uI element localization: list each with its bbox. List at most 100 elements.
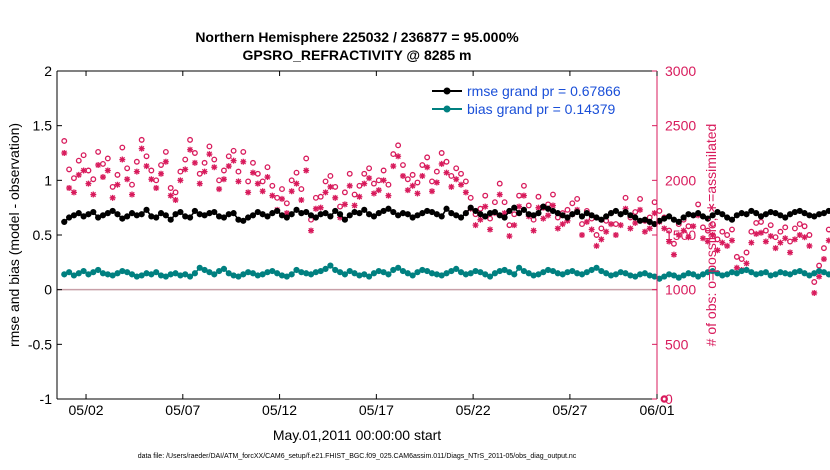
obs-assimilated-marker xyxy=(520,192,527,199)
bias-point xyxy=(569,267,576,275)
rmse-point xyxy=(777,212,784,219)
rmse-point xyxy=(578,213,586,220)
bias-point xyxy=(685,270,692,277)
obs-possible-marker xyxy=(298,186,305,193)
bias-point xyxy=(457,269,465,276)
y-right-tick-label: 3000 xyxy=(665,63,696,79)
bias-point xyxy=(249,270,257,277)
rmse-point xyxy=(414,212,421,219)
bias-point xyxy=(264,269,271,276)
obs-possible-marker xyxy=(467,194,474,201)
obs-assimilated-marker xyxy=(777,239,784,246)
bias-point xyxy=(167,271,174,278)
obs-assimilated-marker xyxy=(133,168,140,175)
rmse-point xyxy=(622,208,629,216)
obs-possible-marker xyxy=(491,199,498,206)
obs-assimilated-marker xyxy=(201,168,208,175)
obs-possible-marker xyxy=(124,165,131,172)
obs-possible-marker xyxy=(138,136,145,143)
y-left-tick-label: 1 xyxy=(44,172,52,188)
rmse-point xyxy=(757,213,765,220)
obs-possible-marker xyxy=(191,150,198,156)
rmse-point xyxy=(704,215,711,222)
bias-point xyxy=(254,272,261,279)
obs-assimilated-marker xyxy=(90,191,97,198)
obs-possible-marker xyxy=(622,194,629,201)
x-tick-label: 05/07 xyxy=(165,402,200,418)
y-left-tick-label: 0 xyxy=(44,282,52,298)
obs-assimilated-marker xyxy=(225,163,232,170)
rmse-point xyxy=(61,218,68,225)
obs-assimilated-marker xyxy=(675,232,682,238)
obs-assimilated-marker xyxy=(124,176,131,183)
bias-point xyxy=(61,271,68,278)
obs-assimilated-marker xyxy=(99,174,106,181)
bias-point xyxy=(70,272,78,279)
rmse-point xyxy=(124,213,131,220)
obs-possible-marker xyxy=(579,221,585,228)
rmse-point xyxy=(661,215,668,222)
obs-assimilated-marker xyxy=(670,251,677,258)
rmse-point xyxy=(666,213,673,220)
rmse-point xyxy=(375,210,382,217)
obs-possible-marker xyxy=(390,151,397,158)
rmse-point xyxy=(511,204,518,211)
rmse-point xyxy=(709,212,716,219)
bias-point xyxy=(375,267,382,275)
y-axis-right-label: # of obs: o=possible; ∗=assimilated xyxy=(703,124,719,347)
obs-possible-marker xyxy=(220,167,227,174)
obs-assimilated-marker xyxy=(109,194,116,201)
y-left-tick-label: 0.5 xyxy=(33,227,53,243)
obs-assimilated-marker xyxy=(758,229,765,236)
obs-assimilated-marker xyxy=(138,145,145,152)
obs-possible-marker xyxy=(550,191,556,198)
obs-assimilated-marker xyxy=(762,238,769,245)
obs-assimilated-marker xyxy=(651,210,658,217)
bias-point xyxy=(317,267,324,275)
y-left-tick-label: -1 xyxy=(40,391,53,407)
rmse-point xyxy=(612,207,619,215)
rmse-point xyxy=(530,212,537,219)
x-axis-label: May.01,2011 00:00:00 start xyxy=(273,427,441,443)
obs-assimilated-marker xyxy=(129,191,135,198)
obs-assimilated-marker xyxy=(433,179,440,186)
obs-possible-marker xyxy=(772,234,779,241)
obs-assimilated-marker xyxy=(448,183,455,190)
y-left-tick-label: 2 xyxy=(44,63,52,79)
obs-assimilated-marker xyxy=(443,169,450,176)
rmse-point xyxy=(259,211,266,218)
rmse-point xyxy=(457,214,465,221)
rmse-point xyxy=(172,211,179,218)
obs-assimilated-marker xyxy=(816,273,823,280)
obs-assimilated-marker xyxy=(549,202,556,209)
obs-assimilated-marker xyxy=(699,235,706,242)
bias-point xyxy=(390,266,397,274)
obs-assimilated-marker xyxy=(554,225,561,232)
rmse-point xyxy=(825,207,830,215)
bias-point xyxy=(327,262,334,269)
bias-point xyxy=(632,273,639,280)
obs-assimilated-marker xyxy=(424,164,431,171)
y-right-tick-label: 2500 xyxy=(665,118,696,134)
bias-point xyxy=(366,273,373,280)
obs-assimilated-marker xyxy=(167,192,174,199)
obs-assimilated-marker xyxy=(75,171,82,178)
rmse-point xyxy=(245,214,252,221)
obs-assimilated-marker xyxy=(220,176,227,183)
bias-point xyxy=(336,269,344,276)
obs-assimilated-marker xyxy=(153,184,160,191)
bias-point xyxy=(695,273,702,280)
bias-point xyxy=(428,270,436,277)
obs-possible-marker xyxy=(787,238,794,245)
rmse-point xyxy=(380,207,387,215)
rmse-point xyxy=(80,213,87,220)
obs-assimilated-marker xyxy=(143,163,150,170)
bias-point xyxy=(820,269,828,276)
obs-possible-marker xyxy=(632,209,639,215)
obs-assimilated-marker xyxy=(308,227,315,234)
bias-point xyxy=(124,269,131,276)
bias-point xyxy=(409,272,416,279)
y-right-tick-label: 1000 xyxy=(665,282,696,298)
bias-point xyxy=(477,269,484,276)
rmse-point xyxy=(714,208,721,216)
